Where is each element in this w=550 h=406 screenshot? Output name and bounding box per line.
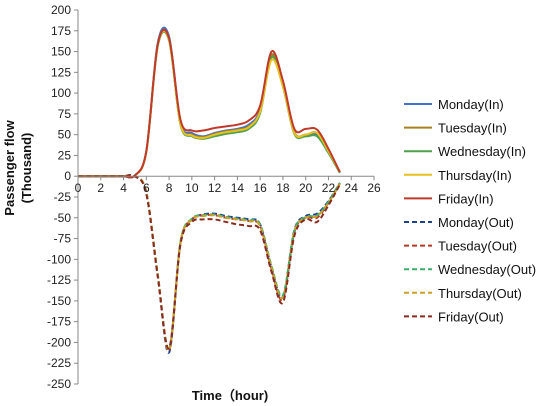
y-tick-label: 75 xyxy=(58,107,72,121)
legend-label-wednesday-in: Wednesday(In) xyxy=(438,144,526,159)
y-tick-label: -50 xyxy=(54,211,72,225)
series-line-tuesday-in xyxy=(78,29,341,179)
x-tick-label: 14 xyxy=(231,181,245,195)
x-tick-label: 10 xyxy=(185,181,199,195)
legend-label-monday-in: Monday(In) xyxy=(438,97,504,112)
y-tick-label: 125 xyxy=(51,65,71,79)
y-tick-label: 25 xyxy=(58,148,72,162)
x-tick-label: 0 xyxy=(75,181,82,195)
legend: Monday(In) Tuesday(In) Wednesday(In) Thursd… xyxy=(404,97,536,324)
legend-label-thursday-out: Thursday(Out) xyxy=(438,286,522,301)
y-tick-label: -250 xyxy=(47,377,71,391)
series-line-friday-out xyxy=(78,173,341,350)
series-line-wednesday-in xyxy=(78,30,341,179)
legend-label-thursday-in: Thursday(In) xyxy=(438,168,512,183)
y-tick-label: 200 xyxy=(51,3,71,17)
x-tick-label: 4 xyxy=(120,181,127,195)
x-tick-label: 16 xyxy=(253,181,267,195)
series-line-thursday-out xyxy=(78,174,341,351)
y-tick-label: -150 xyxy=(47,294,71,308)
y-tick-label: -25 xyxy=(54,190,72,204)
y-tick-label: -225 xyxy=(47,356,71,370)
series-line-wednesday-out xyxy=(78,174,341,351)
x-axis-title: Time（hour) xyxy=(192,388,268,403)
tick-labels: 2001751501251007550250-25-50-75-100-125-… xyxy=(47,3,381,391)
x-tick-label: 6 xyxy=(143,181,150,195)
y-tick-label: 50 xyxy=(58,128,72,142)
x-tick-label: 26 xyxy=(367,181,381,195)
series-line-tuesday-out xyxy=(78,174,341,352)
series-line-friday-in xyxy=(78,28,341,179)
y-tick-label: -175 xyxy=(47,315,71,329)
axes xyxy=(74,9,375,385)
y-tick-label: 150 xyxy=(51,45,71,59)
series-line-thursday-in xyxy=(78,29,341,179)
x-tick-label: 20 xyxy=(299,181,313,195)
y-tick-label: 100 xyxy=(51,86,71,100)
y-tick-label: -100 xyxy=(47,252,71,266)
y-tick-label: 175 xyxy=(51,24,71,38)
x-tick-label: 8 xyxy=(166,181,173,195)
y-axis-title-line1: Passenger flow xyxy=(2,119,17,215)
x-tick-label: 2 xyxy=(97,181,104,195)
x-tick-label: 22 xyxy=(322,181,336,195)
series-line-monday-out xyxy=(78,174,341,354)
legend-label-wednesday-out: Wednesday(Out) xyxy=(438,262,536,277)
legend-label-monday-out: Monday(Out) xyxy=(438,215,514,230)
y-axis-title-line2: (Thousand) xyxy=(19,133,34,204)
x-tick-label: 24 xyxy=(345,181,359,195)
legend-label-friday-in: Friday(In) xyxy=(438,191,494,206)
legend-label-tuesday-out: Tuesday(Out) xyxy=(438,239,517,254)
legend-label-tuesday-in: Tuesday(In) xyxy=(438,121,507,136)
series-line-monday-in xyxy=(78,26,341,179)
x-tick-label: 12 xyxy=(208,181,222,195)
y-tick-label: -200 xyxy=(47,335,71,349)
x-tick-label: 18 xyxy=(276,181,290,195)
y-tick-label: 0 xyxy=(64,169,71,183)
y-tick-label: -125 xyxy=(47,273,71,287)
legend-label-friday-out: Friday(Out) xyxy=(438,309,504,324)
y-tick-label: -75 xyxy=(54,232,72,246)
